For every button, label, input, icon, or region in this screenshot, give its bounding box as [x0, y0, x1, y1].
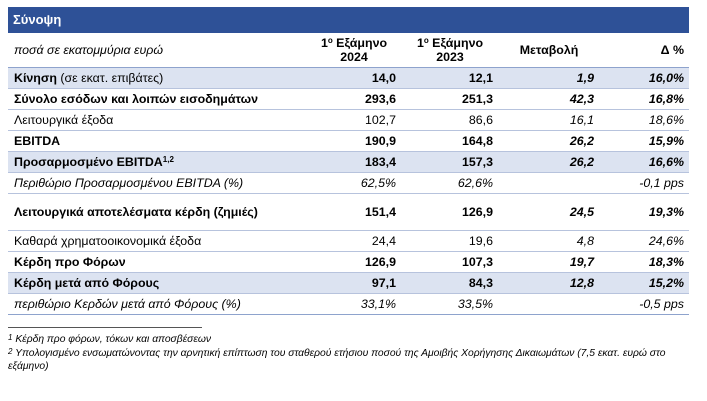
row-label: Προσαρμοσμένο EBITDA1,2	[8, 151, 306, 173]
cell-change: 4,8	[498, 230, 599, 252]
cell-2023: 84,3	[401, 272, 498, 294]
cell-pct: -0,1 pps	[599, 172, 689, 194]
table-row: Σύνολο εσόδων και λοιπών εισοδημάτων 293…	[8, 88, 689, 110]
footnote-1: 1 Κέρδη προ φόρων, τόκων και αποσβέσεων	[8, 333, 212, 345]
cell-change	[498, 293, 599, 315]
cell-pct: 24,6%	[599, 230, 689, 252]
cell-2024: 293,6	[306, 88, 401, 110]
cell-2024: 62,5%	[306, 172, 401, 194]
cell-2023: 126,9	[401, 193, 498, 231]
cell-2023: 33,5%	[401, 293, 498, 315]
col-header-2023: 1ο Εξάμηνο 2023	[401, 33, 498, 68]
cell-pct: 19,3%	[599, 193, 689, 231]
cell-2023: 62,6%	[401, 172, 498, 194]
table-row: EBITDA 190,9 164,8 26,2 15,9%	[8, 130, 689, 152]
row-label: EBITDA	[8, 130, 306, 152]
cell-pct: 16,0%	[599, 67, 689, 89]
table-title: Σύνοψη	[8, 7, 689, 33]
row-label: Κέρδη προ Φόρων	[8, 251, 306, 273]
table-row: Λειτουργικά αποτελέσματα κέρδη (ζημιές) …	[8, 193, 689, 231]
row-label: Κέρδη μετά από Φόρους	[8, 272, 306, 294]
col-header-change: Μεταβολή	[498, 33, 599, 68]
cell-pct: 18,6%	[599, 109, 689, 131]
row-label: Κίνηση (σε εκατ. επιβάτες)	[8, 67, 306, 89]
table-row: Κίνηση (σε εκατ. επιβάτες) 14,0 12,1 1,9…	[8, 67, 689, 89]
cell-2023: 251,3	[401, 88, 498, 110]
cell-change	[498, 172, 599, 194]
cell-change: 12,8	[498, 272, 599, 294]
cell-2023: 12,1	[401, 67, 498, 89]
cell-change: 26,2	[498, 151, 599, 173]
table-row: Προσαρμοσμένο EBITDA1,2 183,4 157,3 26,2…	[8, 151, 689, 173]
row-label: Λειτουργικά αποτελέσματα κέρδη (ζημιές)	[8, 193, 306, 231]
row-label: Καθαρά χρηματοοικονομικά έξοδα	[8, 230, 306, 252]
cell-2023: 19,6	[401, 230, 498, 252]
cell-2024: 183,4	[306, 151, 401, 173]
cell-2024: 24,4	[306, 230, 401, 252]
row-label: περιθώριο Κερδών μετά από Φόρους (%)	[8, 293, 306, 315]
table-row: Περιθώριο Προσαρμοσμένου EBITDA (%) 62,5…	[8, 172, 689, 194]
cell-2023: 86,6	[401, 109, 498, 131]
summary-table: ποσά σε εκατομμύρια ευρώ 1ο Εξάμηνο 2024…	[8, 33, 689, 315]
table-row: Λειτουργικά έξοδα 102,7 86,6 16,1 18,6%	[8, 109, 689, 131]
cell-change: 19,7	[498, 251, 599, 273]
table-header-row: ποσά σε εκατομμύρια ευρώ 1ο Εξάμηνο 2024…	[8, 33, 689, 68]
table-row: Κέρδη προ Φόρων 126,9 107,3 19,7 18,3%	[8, 251, 689, 273]
cell-2024: 190,9	[306, 130, 401, 152]
cell-2023: 157,3	[401, 151, 498, 173]
cell-pct: 15,9%	[599, 130, 689, 152]
cell-2024: 102,7	[306, 109, 401, 131]
cell-change: 16,1	[498, 109, 599, 131]
cell-2024: 151,4	[306, 193, 401, 231]
table-row: περιθώριο Κερδών μετά από Φόρους (%) 33,…	[8, 293, 689, 315]
cell-2023: 107,3	[401, 251, 498, 273]
cell-change: 1,9	[498, 67, 599, 89]
footnote-divider	[8, 327, 202, 328]
cell-pct: 15,2%	[599, 272, 689, 294]
row-label: Σύνολο εσόδων και λοιπών εισοδημάτων	[8, 88, 306, 110]
row-label: Λειτουργικά έξοδα	[8, 109, 306, 131]
cell-2024: 97,1	[306, 272, 401, 294]
cell-2024: 14,0	[306, 67, 401, 89]
col-header-2024: 1ο Εξάμηνο 2024	[306, 33, 401, 68]
cell-change: 42,3	[498, 88, 599, 110]
table-row: Καθαρά χρηματοοικονομικά έξοδα 24,4 19,6…	[8, 230, 689, 252]
cell-pct: 18,3%	[599, 251, 689, 273]
row-label: Περιθώριο Προσαρμοσμένου EBITDA (%)	[8, 172, 306, 194]
cell-pct: 16,6%	[599, 151, 689, 173]
table-row: Κέρδη μετά από Φόρους 97,1 84,3 12,8 15,…	[8, 272, 689, 294]
footnote-2: 2 Υπολογισμένο ενσωματώνοντας την αρνητι…	[8, 347, 666, 372]
cell-2023: 164,8	[401, 130, 498, 152]
cell-change: 26,2	[498, 130, 599, 152]
units-label: ποσά σε εκατομμύρια ευρώ	[8, 33, 306, 68]
cell-2024: 126,9	[306, 251, 401, 273]
cell-pct: 16,8%	[599, 88, 689, 110]
cell-2024: 33,1%	[306, 293, 401, 315]
cell-change: 24,5	[498, 193, 599, 231]
col-header-pct: Δ %	[599, 33, 689, 68]
cell-pct: -0,5 pps	[599, 293, 689, 315]
